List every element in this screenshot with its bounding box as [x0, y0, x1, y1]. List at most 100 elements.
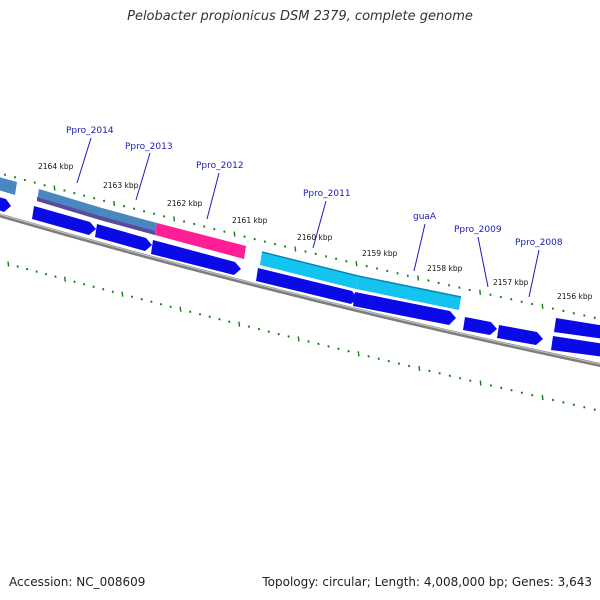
cds-arrow[interactable]: [0, 196, 11, 212]
ruler-tick: [7, 261, 10, 267]
ruler-tick: [520, 300, 523, 303]
ruler-tick: [418, 365, 421, 371]
ruler-tick: [530, 302, 534, 306]
ruler-tick: [73, 191, 76, 195]
ruler-tick: [297, 336, 300, 342]
ruler-tick: [162, 215, 166, 218]
cds-arrow[interactable]: [353, 292, 456, 325]
ruler-tick: [458, 376, 462, 380]
ruler-tick: [208, 315, 211, 318]
ruler-tick: [324, 255, 328, 258]
ruler-tick: [317, 342, 320, 346]
ruler-label: 2156 kbp: [557, 292, 593, 301]
ruler-tick: [396, 272, 399, 275]
ruler-tick: [541, 395, 544, 401]
ruler-tick: [93, 197, 96, 200]
ruler-tick: [334, 257, 338, 261]
ruler-tick: [551, 398, 555, 402]
gene-label-ppro-2011[interactable]: Ppro_2011: [303, 189, 351, 199]
ruler-tick: [44, 272, 48, 276]
ruler-tick: [307, 340, 310, 343]
ruler-tick: [267, 330, 270, 333]
ruler-tick: [345, 260, 348, 263]
ruler-tick: [327, 345, 330, 348]
ruler-tick: [562, 401, 565, 404]
ruler-tick: [130, 295, 134, 298]
ruler-tick: [397, 362, 401, 365]
ruler-tick: [287, 335, 290, 338]
ruler-tick: [63, 189, 66, 192]
ruler-tick: [179, 306, 182, 312]
gene-bar-guaA[interactable]: [356, 276, 461, 310]
ruler-tick: [173, 216, 176, 222]
ruler-tick: [257, 327, 261, 331]
ruler-tick: [111, 290, 114, 293]
gene-labels: Ppro_2014 Ppro_2013 Ppro_2012 Ppro_2011 …: [66, 126, 563, 248]
ruler-label: 2163 kbp: [103, 181, 139, 190]
gene-label-ppro-2014[interactable]: Ppro_2014: [66, 126, 114, 136]
ruler-tick: [437, 281, 440, 285]
cds-arrow[interactable]: [256, 268, 358, 304]
ruler-tick: [102, 287, 105, 291]
ruler-tick: [541, 303, 544, 309]
ruler-tick: [83, 194, 86, 197]
cds-arrow[interactable]: [551, 336, 600, 357]
ruler-tick: [150, 300, 153, 304]
gene-label-ppro-2012[interactable]: Ppro_2012: [196, 161, 244, 171]
ruler-tick: [367, 354, 370, 358]
ruler-tick: [277, 332, 280, 336]
ruler-tick: [203, 225, 206, 228]
ruler-tick: [13, 176, 17, 179]
ruler-tick: [355, 261, 358, 267]
cds-arrow[interactable]: [554, 318, 600, 339]
ruler-tick: [469, 379, 472, 382]
map-title: Pelobacter propionicus DSM 2379, complet…: [127, 9, 473, 24]
ruler-tick: [233, 231, 236, 237]
ruler-tick: [213, 227, 216, 231]
ruler-tick: [169, 305, 172, 308]
ruler-tick: [228, 320, 231, 323]
ruler-tick: [263, 240, 267, 243]
ruler-tick: [489, 384, 493, 387]
ruler-label: 2158 kbp: [427, 264, 463, 273]
ruler-label: 2160 kbp: [297, 233, 333, 242]
ruler-tick: [407, 364, 411, 368]
gene-track: [0, 176, 462, 310]
ruler-tick: [510, 298, 513, 301]
ruler-tick: [458, 286, 461, 289]
ruler-tick: [247, 325, 251, 328]
ruler-tick: [417, 275, 420, 281]
cds-arrow[interactable]: [95, 224, 152, 251]
ruler-tick: [54, 275, 57, 278]
ruler-label: 2157 kbp: [493, 278, 529, 287]
ruler-label: 2164 kbp: [38, 162, 74, 171]
gene-bar-left-edge[interactable]: [0, 176, 17, 195]
cds-track: [0, 196, 600, 357]
gene-bar-ppro-2012[interactable]: [155, 223, 246, 259]
accession-text: Accession: NC_008609: [9, 575, 146, 589]
ruler-tick: [159, 302, 163, 306]
ruler-tick: [593, 316, 596, 319]
gene-label-ppro-2008[interactable]: Ppro_2008: [515, 238, 563, 248]
ruler-tick: [283, 245, 287, 248]
ruler-tick: [438, 372, 441, 375]
gene-bar-ppro-2013-stripe: [100, 216, 155, 235]
ruler-tick: [122, 204, 126, 208]
ruler-tick: [304, 250, 307, 253]
gene-label-guaA[interactable]: guaA: [413, 212, 437, 222]
cds-arrow[interactable]: [32, 206, 96, 235]
ruler-tick: [294, 246, 297, 252]
ruler-tick: [314, 252, 317, 256]
ruler-tick: [218, 317, 221, 321]
ruler-label: 2162 kbp: [167, 199, 203, 208]
ruler-tick: [479, 289, 482, 295]
gene-label-ppro-2009[interactable]: Ppro_2009: [454, 225, 502, 235]
gene-bar-ppro-2011[interactable]: [260, 252, 358, 289]
ruler-labels: 2164 kbp 2163 kbp 2162 kbp 2161 kbp 2160…: [38, 162, 593, 301]
gene-label-ppro-2013[interactable]: Ppro_2013: [125, 142, 173, 152]
ruler-tick: [531, 393, 534, 397]
cds-arrow[interactable]: [497, 325, 543, 345]
cds-arrow[interactable]: [151, 240, 241, 275]
ruler-tick: [243, 235, 246, 238]
cds-arrow[interactable]: [463, 317, 497, 335]
